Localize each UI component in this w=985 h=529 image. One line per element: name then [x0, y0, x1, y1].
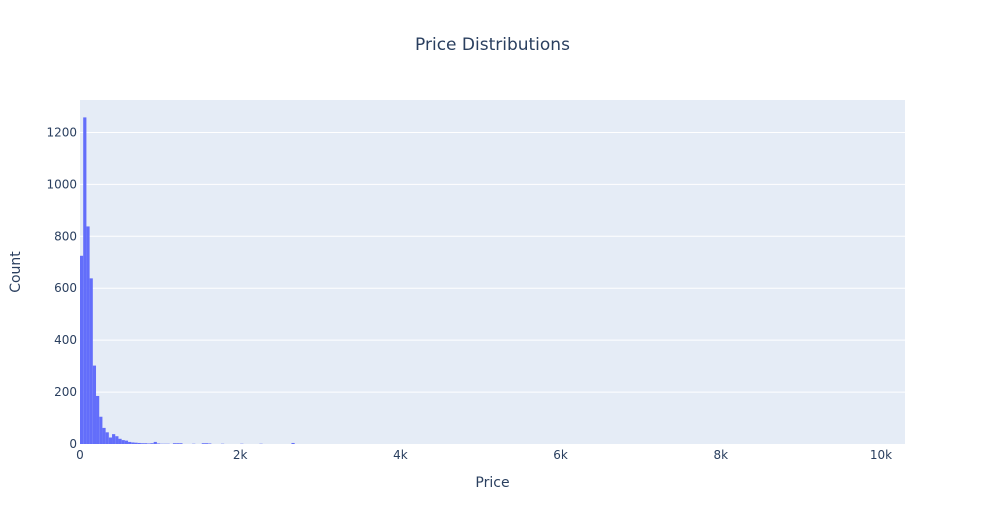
histogram-bar	[154, 442, 157, 444]
histogram-bar	[125, 441, 128, 444]
y-tick-label: 200	[54, 385, 77, 399]
histogram-bar	[122, 440, 125, 444]
y-tick-label: 800	[54, 229, 77, 243]
histogram-bar	[80, 256, 83, 444]
histogram-bar	[112, 434, 115, 444]
histogram-bar	[128, 442, 131, 444]
histogram-bar	[109, 438, 112, 444]
y-tick-label: 1200	[46, 125, 77, 139]
histogram-bar	[102, 428, 105, 444]
y-tick-label: 600	[54, 281, 77, 295]
histogram-bar	[202, 443, 205, 444]
y-axis-title: Count	[8, 251, 24, 293]
histogram-bar	[208, 443, 211, 444]
histogram-bar	[115, 436, 118, 444]
histogram-bar	[83, 117, 86, 444]
histogram-bar	[138, 443, 141, 444]
x-tick-label: 2k	[233, 448, 248, 462]
histogram-bar	[147, 443, 150, 444]
x-axis-tick-labels: 0 2k 4k 6k 8k 10k	[76, 448, 892, 462]
x-tick-label: 6k	[553, 448, 568, 462]
histogram-bar	[93, 366, 96, 444]
x-tick-label: 10k	[870, 448, 892, 462]
histogram-bar	[90, 278, 93, 444]
histogram-bar	[205, 443, 208, 444]
histogram-bar	[134, 443, 137, 444]
histogram-bar	[131, 442, 134, 444]
histogram-bar	[173, 443, 176, 444]
x-tick-label: 4k	[393, 448, 408, 462]
histogram-bar	[99, 417, 102, 444]
x-axis-title: Price	[475, 475, 509, 491]
y-tick-label: 400	[54, 333, 77, 347]
x-tick-label: 0	[76, 448, 84, 462]
histogram-bar	[141, 443, 144, 444]
histogram-bar	[106, 432, 109, 444]
histogram-bar	[176, 443, 179, 444]
histogram-bar	[179, 443, 182, 444]
chart-title: Price Distributions	[415, 35, 570, 55]
histogram-bar	[150, 443, 153, 444]
histogram-bar	[118, 439, 121, 444]
histogram-bar	[291, 443, 294, 444]
histogram-bar	[86, 226, 89, 444]
histogram-bar	[144, 443, 147, 444]
y-tick-label: 1000	[46, 177, 77, 191]
x-tick-label: 8k	[713, 448, 728, 462]
histogram-bar	[96, 396, 99, 444]
histogram-bar	[157, 443, 160, 444]
